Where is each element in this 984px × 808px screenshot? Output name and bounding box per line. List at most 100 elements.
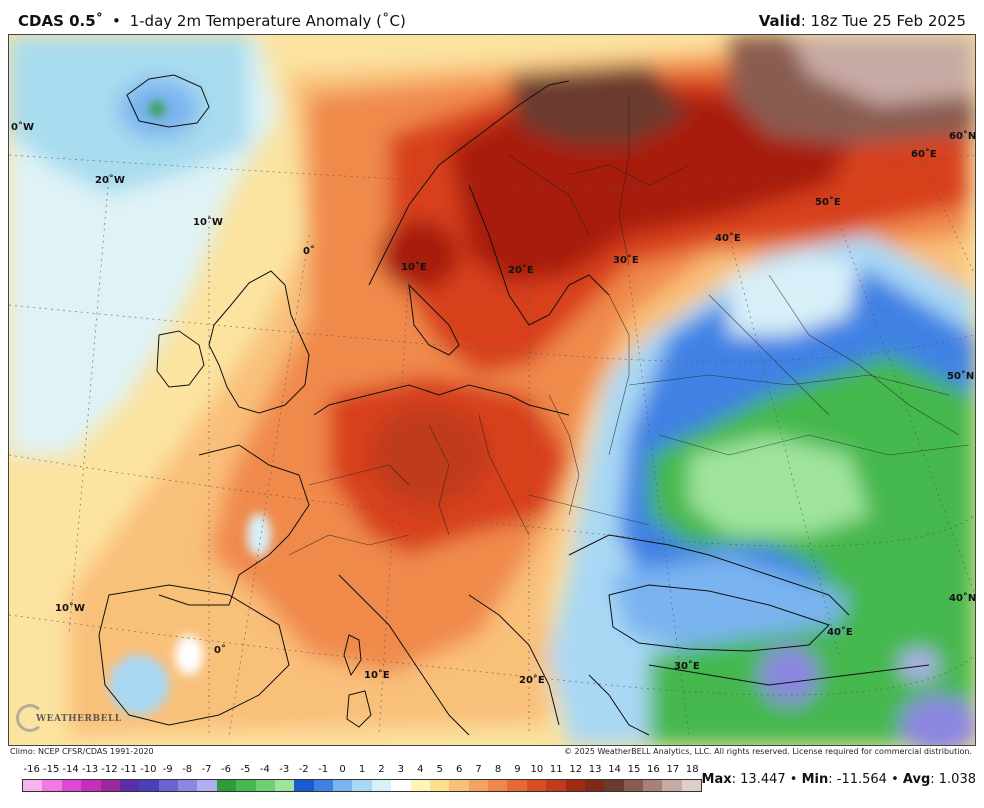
field-stats: Max: 13.447 • Min: -11.564 • Avg: 1.038	[702, 772, 976, 787]
russia-white-region	[729, 255, 859, 335]
legend-swatch	[371, 780, 392, 791]
legend-tick-label: 1	[358, 764, 366, 775]
turkey-purple-core-west	[759, 645, 819, 705]
legend-swatch	[681, 780, 702, 791]
legend-tick-label: 10	[530, 764, 544, 775]
legend-tick-label: 11	[549, 764, 563, 775]
temperature-anomaly-map: 0˚W 20˚W 10˚W 0˚ 10˚E 20˚E 30˚E 40˚E 50˚…	[8, 34, 976, 746]
legend-tick-label: -4	[259, 764, 270, 775]
weatherbell-logo: WEATHERBELL	[14, 700, 121, 740]
extreme-arctic-core	[789, 35, 975, 105]
stats-separator-1: •	[785, 772, 802, 787]
legend-tick-label: 13	[588, 764, 602, 775]
max-value: : 13.447	[731, 772, 786, 787]
anomaly-fields	[9, 35, 975, 745]
legend-swatch	[391, 780, 411, 791]
logo-swirl-icon	[16, 704, 44, 732]
avg-label: Avg	[902, 772, 931, 787]
label-30e-bottom: 30˚E	[674, 660, 700, 672]
legend-tick-label: -7	[201, 764, 212, 775]
legend-swatch	[352, 780, 372, 791]
min-value: : -11.564	[828, 772, 887, 787]
valid-time: Valid: 18z Tue 25 Feb 2025	[759, 11, 966, 31]
label-40e-top: 40˚E	[715, 232, 741, 244]
legend-swatch	[410, 780, 430, 791]
anomaly-details	[109, 102, 271, 715]
legend-tick-label: 12	[569, 764, 583, 775]
legend-swatch	[488, 780, 508, 791]
turkey-purple-core-east	[899, 695, 975, 745]
legend-tick-label: 6	[455, 764, 463, 775]
valid-value: : 18z Tue 25 Feb 2025	[800, 12, 966, 30]
legend-tick-label: 9	[514, 764, 521, 775]
stats-separator-2: •	[886, 772, 903, 787]
valid-label: Valid	[758, 12, 801, 30]
label-60e: 60˚E	[911, 148, 937, 160]
label-60n: 60˚N	[949, 130, 975, 142]
legend-swatch	[662, 780, 682, 791]
legend-swatch	[197, 780, 217, 791]
label-50n: 50˚N	[947, 370, 974, 382]
legend-tick-label: 14	[608, 764, 621, 775]
logo-text: WEATHERBELL	[36, 714, 122, 724]
graticule-labels: 0˚W 20˚W 10˚W 0˚ 10˚E 20˚E 30˚E 40˚E 50˚…	[11, 121, 975, 686]
legend-swatch	[429, 780, 450, 791]
legend-swatch	[623, 780, 643, 791]
max-label: Max	[701, 772, 732, 787]
legend-swatch	[216, 780, 237, 791]
very-hot-norway-core	[379, 220, 459, 290]
coastlines	[98, 74, 930, 736]
legend-tick-label: -12	[101, 764, 118, 775]
legend-tick-label: 5	[436, 764, 443, 775]
legend-tick-label: -11	[120, 764, 138, 775]
legend-tick-label: -6	[221, 764, 231, 775]
color-legend: -16 -15 -14 -13 -12 -11 -10 -9 -8 -7 -6 -5 -4 -3 -2 -1 0…	[22, 764, 702, 796]
legend-swatch	[507, 780, 527, 791]
legend-labels: -16 -15 -14 -13 -12 -11 -10 -9 -8 -7 -6 -5 -4 -3 -2 -1 0…	[22, 764, 702, 778]
legend-swatch	[61, 780, 82, 791]
legend-tick-label: 2	[378, 764, 385, 775]
france-pale-spot	[247, 513, 271, 557]
legend-swatch	[42, 780, 62, 791]
legend-swatch	[23, 780, 43, 791]
legend-tick-label: -14	[62, 764, 79, 775]
legend-tick-label: 4	[417, 764, 424, 775]
legend-tick-label: -2	[298, 764, 309, 775]
climo-note: Climo: NCEP CFSR/CDAS 1991-2020	[10, 747, 154, 756]
copyright-note: © 2025 WeatherBELL Analytics, LLC. All r…	[564, 747, 972, 756]
legend-swatch	[313, 780, 333, 791]
legend-swatch	[584, 780, 605, 791]
label-40e-bottom: 40˚E	[827, 626, 853, 638]
legend-swatch	[526, 780, 547, 791]
legend-swatch	[274, 780, 295, 791]
legend-tick-label: -8	[182, 764, 193, 775]
legend-tick-label: -9	[162, 764, 173, 775]
label-10e-top: 10˚E	[401, 261, 427, 273]
legend-swatch	[178, 780, 198, 791]
graticule	[9, 154, 975, 736]
caucasus-purple-core	[899, 649, 939, 681]
legend-tick-label: -16	[23, 764, 40, 775]
legend-tick-label: 0	[339, 764, 346, 775]
legend-tick-label: 8	[494, 764, 502, 775]
label-20w: 20˚W	[95, 174, 125, 186]
label-0-bottom: 0˚	[214, 644, 226, 656]
legend-swatch	[643, 780, 663, 791]
alps-white-spot	[175, 635, 203, 675]
very-hot-germany-core	[369, 405, 489, 505]
legend-tick-label: 7	[475, 764, 482, 775]
model-name: CDAS 0.5˚	[18, 12, 104, 30]
label-20e-bottom: 20˚E	[519, 674, 545, 686]
legend-swatch	[468, 780, 488, 791]
map-title: CDAS 0.5˚ • 1-day 2m Temperature Anomaly…	[18, 11, 406, 31]
label-30e-top: 30˚E	[613, 254, 639, 266]
label-20e-top: 20˚E	[508, 264, 534, 276]
label-40n: 40˚N	[949, 592, 975, 604]
label-10w-top: 10˚W	[193, 216, 223, 228]
legend-tick-label: 3	[397, 764, 405, 775]
legend-tick-label: 18	[685, 764, 699, 775]
label-0-top: 0˚	[303, 245, 315, 257]
legend-tick-label: -13	[81, 764, 99, 775]
label-10w-bottom: 10˚W	[55, 602, 85, 614]
